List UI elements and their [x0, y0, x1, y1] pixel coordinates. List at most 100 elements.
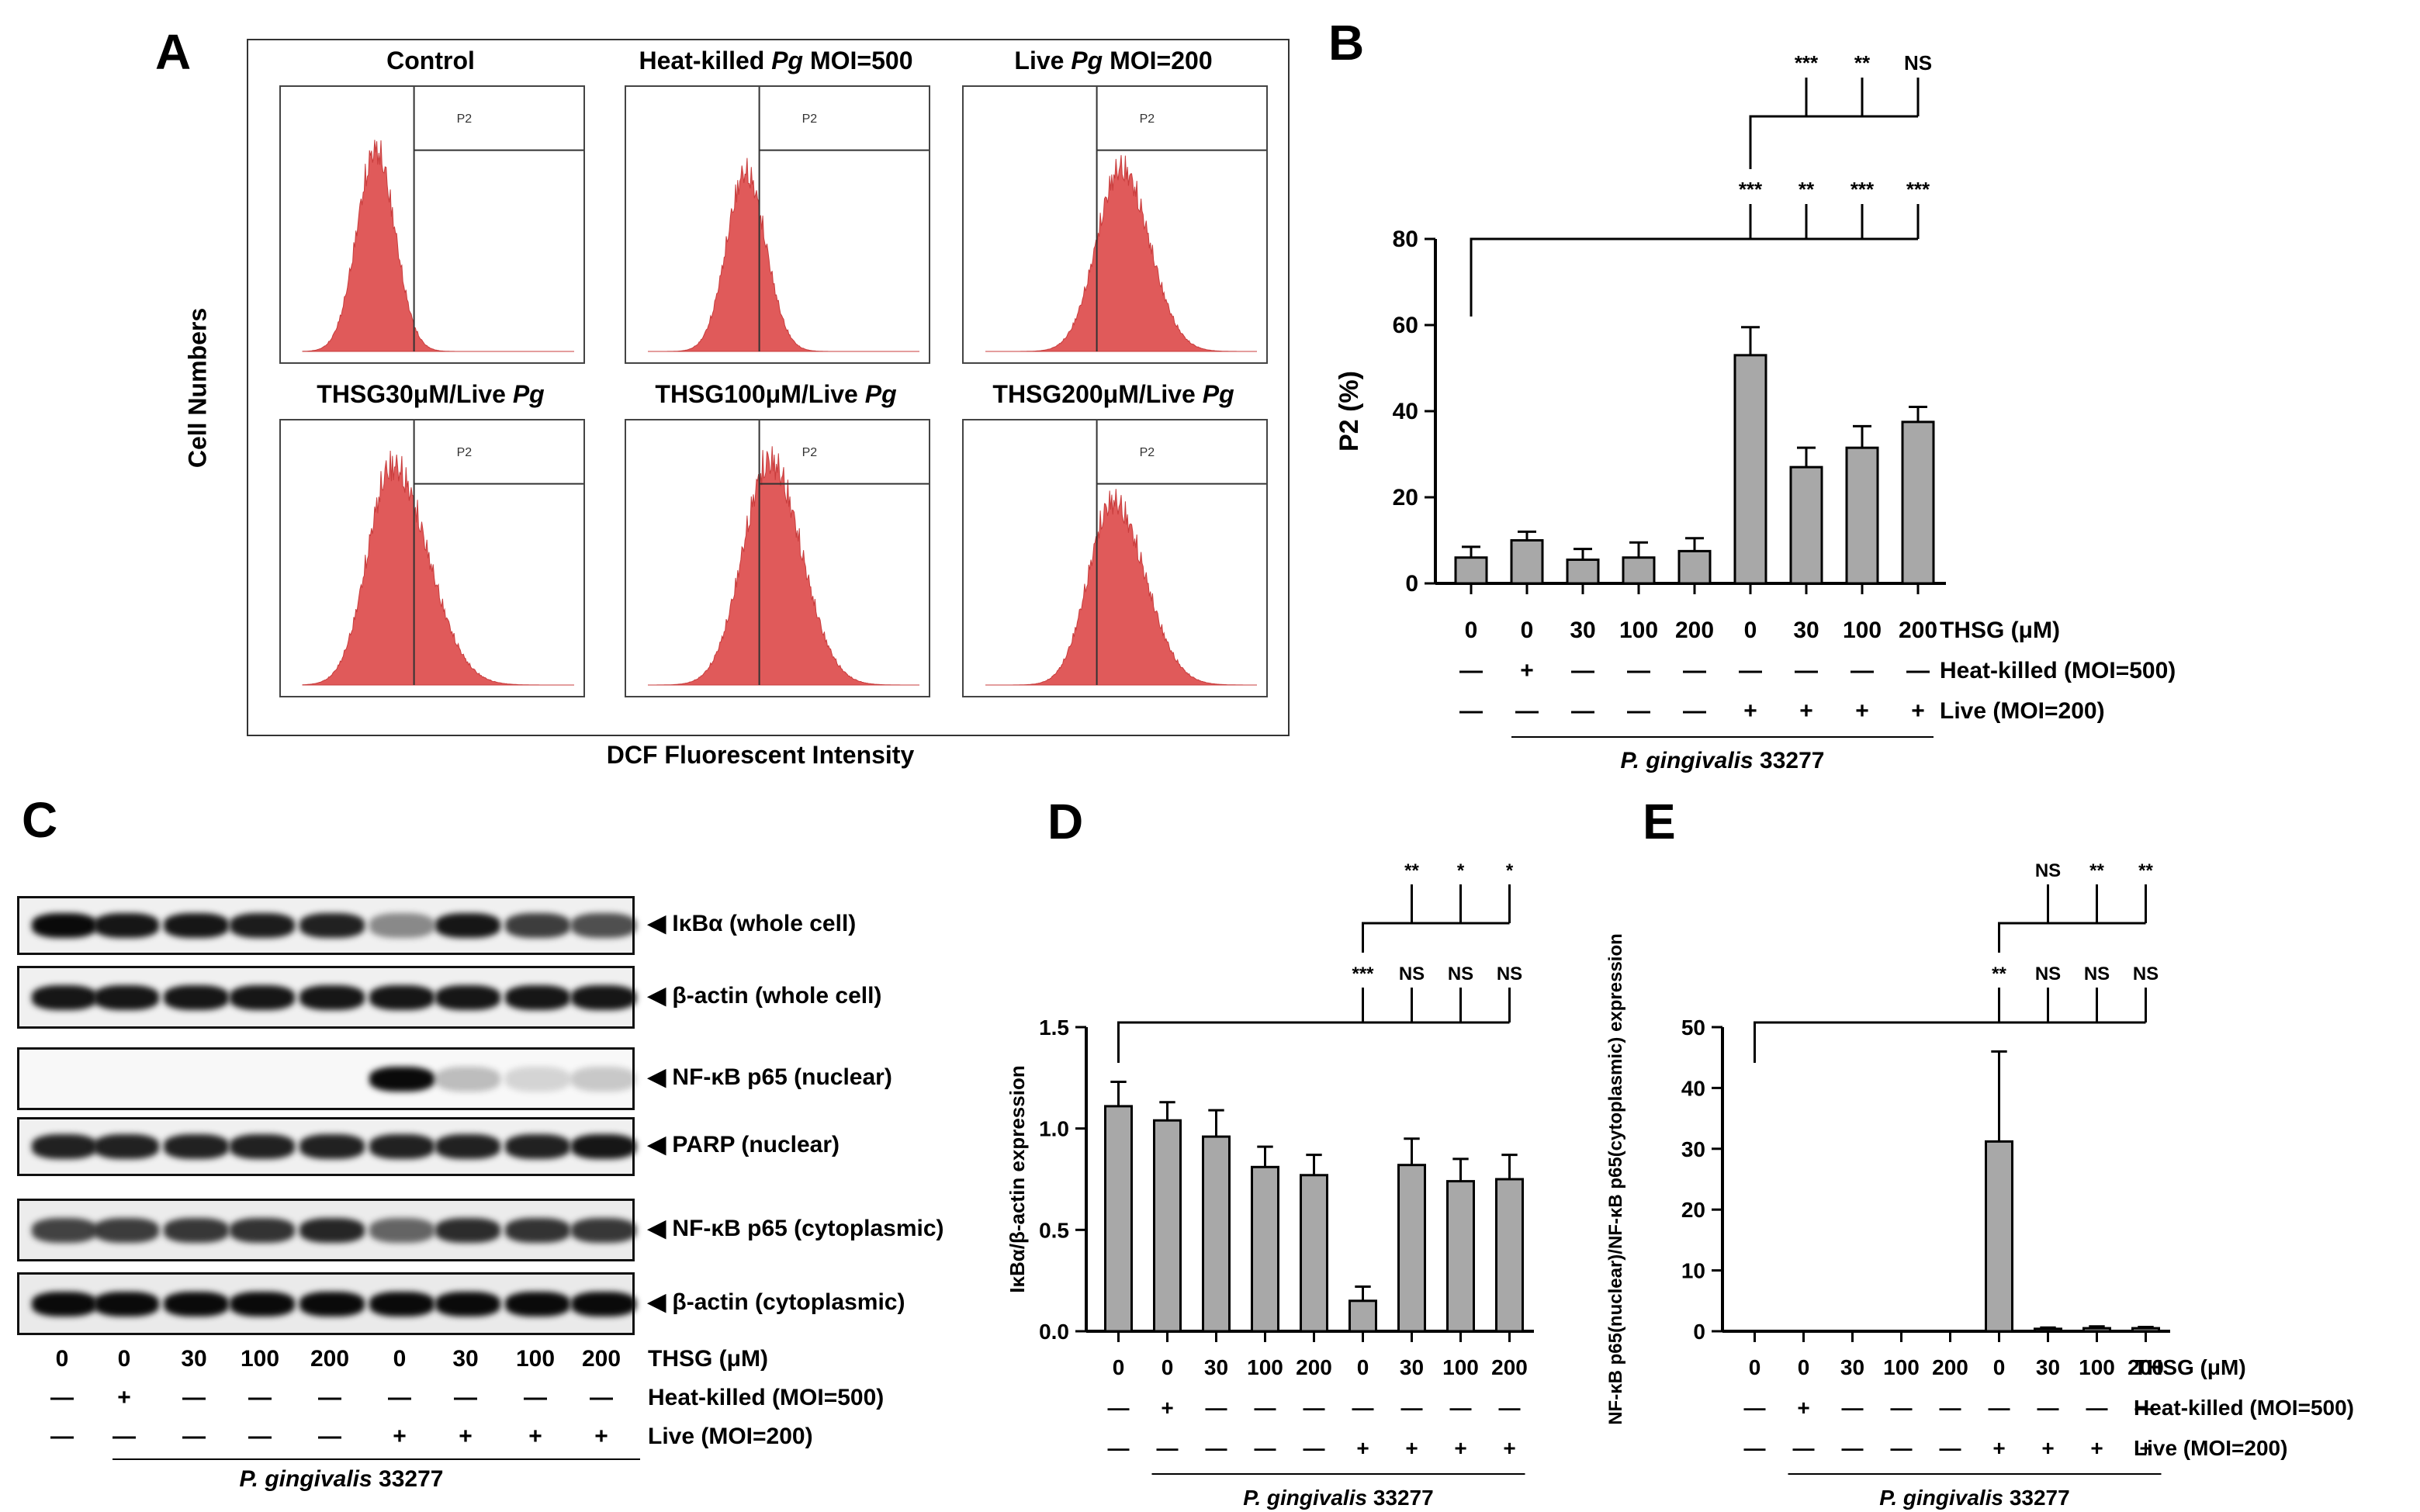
- blot-strip: [17, 896, 636, 955]
- significance-label: NS: [1399, 964, 1425, 984]
- blot-band: [32, 913, 97, 938]
- blot-band: [32, 1291, 97, 1317]
- condition-row-label: THSG (μM): [2134, 1355, 2246, 1379]
- condition-cell: —: [1303, 1436, 1325, 1460]
- condition-cell: +: [1855, 698, 1869, 724]
- condition-row-label: Live (MOI=200): [2134, 1436, 2287, 1460]
- y-tick-label: 20: [1393, 485, 1418, 510]
- blot-band: [369, 1066, 434, 1092]
- condition-cell: —: [1108, 1436, 1130, 1460]
- blot-strip: [17, 966, 636, 1029]
- condition-cell: —: [1255, 1396, 1276, 1420]
- condition-cell: —: [1515, 698, 1539, 724]
- bar: [1845, 446, 1879, 585]
- gate-line: [1096, 87, 1266, 351]
- blot-band: [299, 1134, 365, 1159]
- condition-cell: 100: [1619, 618, 1658, 643]
- bar: [1300, 1174, 1328, 1333]
- y-tick-label: 60: [1393, 313, 1418, 338]
- condition-cell: 100: [1442, 1355, 1479, 1379]
- bar: [1153, 1119, 1182, 1333]
- condition-cell: +: [1797, 1396, 1809, 1420]
- y-tick-label: 40: [1393, 399, 1418, 424]
- condition-cell: 200: [581, 1346, 621, 1372]
- panel-a-ylabel: Cell Numbers: [183, 307, 212, 469]
- gate-label: P2: [1140, 446, 1155, 459]
- condition-cell: 0: [117, 1346, 131, 1372]
- condition-cell: 200: [1491, 1355, 1528, 1379]
- condition-cell: —: [318, 1424, 341, 1449]
- blot-band: [230, 1134, 295, 1159]
- condition-cell: —: [1744, 1396, 1766, 1420]
- y-tick-label: 0.0: [1039, 1320, 1069, 1344]
- blot-band: [94, 1217, 159, 1243]
- condition-cell: —: [1940, 1396, 1961, 1420]
- y-tick-label: 1.0: [1039, 1117, 1069, 1141]
- condition-cell: —: [1842, 1436, 1864, 1460]
- significance-label: NS: [1904, 51, 1932, 74]
- condition-cell: —: [2086, 1396, 2108, 1420]
- y-tick-label: 80: [1393, 227, 1418, 252]
- condition-cell: —: [1206, 1436, 1227, 1460]
- gate-line: [758, 87, 929, 351]
- blot-band: [435, 984, 500, 1010]
- condition-row-label: Live (MOI=200): [1940, 698, 2105, 724]
- condition-cell: 100: [1843, 618, 1882, 643]
- histogram-title: Live Pg MOI=200: [1014, 47, 1213, 74]
- condition-cell: 30: [181, 1346, 207, 1372]
- histogram: P2: [625, 419, 930, 697]
- histogram-title: THSG100μM/Live Pg: [655, 380, 897, 408]
- blot-band: [299, 984, 365, 1010]
- blot-band: [571, 913, 636, 938]
- condition-cell: 200: [1932, 1355, 1968, 1379]
- bar: [1510, 539, 1544, 585]
- condition-cell: —: [590, 1385, 613, 1410]
- condition-cell: +: [1405, 1436, 1418, 1460]
- condition-cell: —: [1891, 1396, 1913, 1420]
- significance-label: NS: [1448, 964, 1473, 984]
- significance-label: **: [1404, 860, 1419, 881]
- condition-cell: —: [1627, 698, 1650, 724]
- condition-cell: —: [1683, 698, 1706, 724]
- gate-line: [758, 420, 929, 685]
- blot-label: ◀ NF-κB p65 (cytoplasmic): [648, 1215, 944, 1241]
- significance-bracket: [1754, 1021, 2146, 1063]
- gate-line: [1096, 420, 1266, 685]
- condition-cell: —: [1989, 1396, 2010, 1420]
- condition-cell: —: [1891, 1436, 1913, 1460]
- y-tick-label: 40: [1681, 1076, 1705, 1100]
- significance-label: **: [1799, 178, 1815, 201]
- blot-band: [369, 984, 434, 1010]
- condition-cell: +: [528, 1424, 542, 1449]
- bar: [1454, 556, 1488, 585]
- blot-band: [94, 1134, 159, 1159]
- y-axis-label: IκBα/β-actin expression: [1006, 1065, 1029, 1292]
- histogram-distribution: [985, 489, 1257, 686]
- histogram: P2: [962, 85, 1268, 364]
- condition-cell: —: [2037, 1396, 2059, 1420]
- strain-label: P. gingivalis 33277: [1243, 1486, 1433, 1510]
- significance-bracket: [1117, 1021, 1510, 1063]
- condition-cell: +: [2090, 1436, 2103, 1460]
- flow-cytometry-panel: [247, 39, 1290, 736]
- condition-cell: —: [2135, 1396, 2157, 1420]
- condition-cell: 30: [452, 1346, 479, 1372]
- blot-band: [435, 1134, 500, 1159]
- condition-cell: —: [1627, 658, 1650, 683]
- condition-cell: 30: [1793, 618, 1819, 643]
- blot-strip: [17, 1047, 636, 1110]
- condition-cell: +: [459, 1424, 473, 1449]
- panel-a-xlabel: DCF Fluorescent Intensity: [606, 741, 915, 769]
- panel-label-e: E: [1643, 794, 1676, 849]
- blot-band: [369, 1134, 434, 1159]
- blot-label: ◀ IκBα (whole cell): [648, 911, 857, 936]
- significance-label: **: [1854, 51, 1871, 74]
- significance-bracket-live: [1362, 922, 1510, 953]
- condition-cell: 100: [1883, 1355, 1920, 1379]
- panel-label-a: A: [155, 24, 192, 80]
- strain-label: P. gingivalis 33277: [239, 1466, 444, 1492]
- blot-band: [94, 913, 159, 938]
- y-tick-label: 10: [1681, 1259, 1705, 1283]
- blot-band: [571, 1291, 636, 1317]
